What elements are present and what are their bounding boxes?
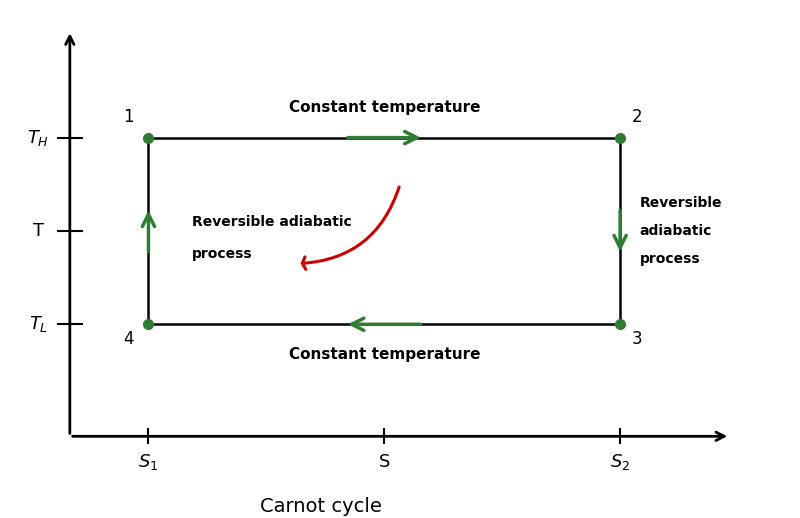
Text: process: process xyxy=(640,252,700,266)
Text: $S_2$: $S_2$ xyxy=(610,452,630,472)
Text: Reversible: Reversible xyxy=(640,196,722,210)
Text: Carnot cycle: Carnot cycle xyxy=(261,497,382,516)
Text: process: process xyxy=(192,247,252,261)
Text: Reversible adiabatic: Reversible adiabatic xyxy=(192,214,351,228)
Text: $T_H$: $T_H$ xyxy=(27,127,50,148)
Text: S: S xyxy=(378,453,390,471)
Text: $S_1$: $S_1$ xyxy=(138,452,158,472)
Text: T: T xyxy=(33,222,44,240)
Text: 4: 4 xyxy=(123,330,134,348)
Text: adiabatic: adiabatic xyxy=(640,224,712,238)
Text: $T_L$: $T_L$ xyxy=(29,314,48,334)
Text: Constant temperature: Constant temperature xyxy=(289,347,480,362)
Text: 2: 2 xyxy=(632,108,642,126)
Text: 1: 1 xyxy=(123,108,134,126)
Text: Constant temperature: Constant temperature xyxy=(289,100,480,115)
Text: 3: 3 xyxy=(632,330,642,348)
